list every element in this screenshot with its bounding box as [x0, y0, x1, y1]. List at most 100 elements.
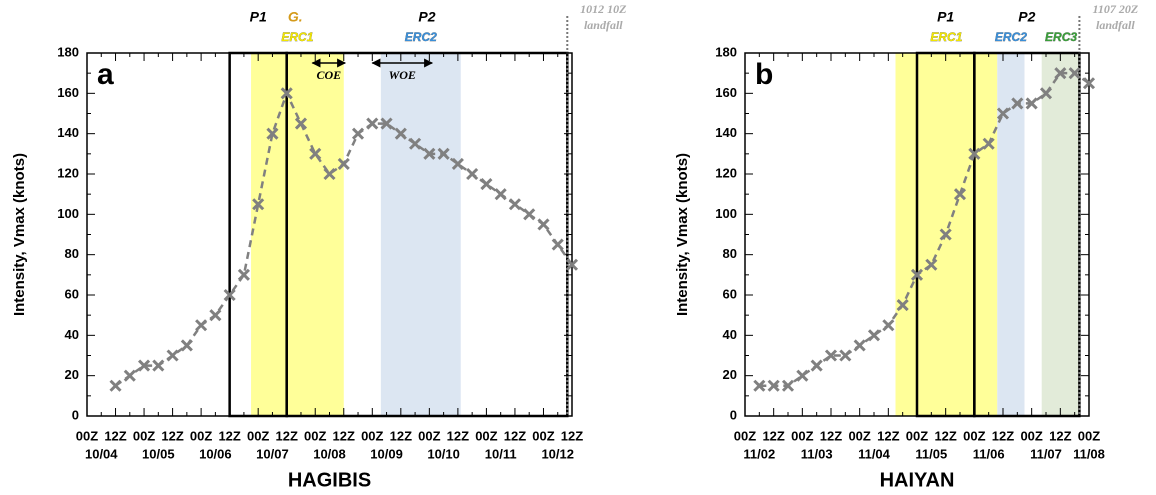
- erc-label: ERC2: [405, 30, 437, 44]
- x-tick-label: 00Z: [1020, 428, 1042, 443]
- x-tick-label: 00Z: [906, 428, 928, 443]
- data-point: [796, 369, 809, 382]
- y-tick-label: 140: [715, 125, 737, 140]
- data-point: [565, 258, 579, 271]
- data-point: [523, 208, 536, 221]
- data-point: [252, 198, 265, 211]
- erc-label: ERC1: [930, 30, 962, 44]
- data-point: [882, 319, 895, 332]
- data-point: [123, 369, 136, 382]
- data-point: [810, 359, 823, 372]
- data-point: [753, 379, 766, 392]
- erc-span: [251, 53, 344, 416]
- data-point: [896, 299, 909, 312]
- erc-label: ERC3: [1045, 30, 1077, 44]
- y-tick-label: 160: [715, 85, 737, 100]
- x-tick-label: 12Z: [218, 428, 240, 443]
- data-point: [351, 127, 365, 140]
- data-point: [380, 117, 393, 130]
- data-point: [508, 198, 522, 211]
- y-tick-label: 120: [715, 165, 737, 180]
- data-point: [394, 127, 407, 140]
- x-tick-label: 12Z: [820, 428, 842, 443]
- x-tick-label: 00Z: [76, 428, 98, 443]
- data-point: [280, 87, 293, 100]
- data-point: [323, 167, 336, 181]
- x-tick-label: 00Z: [361, 428, 383, 443]
- data-point: [1011, 97, 1024, 110]
- data-point: [480, 178, 493, 191]
- x-date-label: 10/09: [370, 446, 403, 461]
- data-point: [223, 288, 236, 302]
- x-tick-label: 12Z: [333, 428, 355, 443]
- x-tick-label: 12Z: [1049, 428, 1071, 443]
- data-point: [466, 167, 479, 181]
- erc-label: ERC2: [995, 30, 1027, 44]
- x-date-label: 11/04: [858, 446, 891, 461]
- data-point: [824, 349, 838, 362]
- x-date-label: 11/02: [743, 446, 775, 461]
- x-date-label: 11/06: [973, 446, 1005, 461]
- data-point: [1054, 67, 1067, 80]
- data-point: [494, 188, 507, 201]
- x-tick-label: 00Z: [418, 428, 440, 443]
- data-point: [1039, 87, 1053, 100]
- data-point: [137, 359, 151, 372]
- data-point: [409, 137, 422, 150]
- y-tick-label: 20: [723, 367, 737, 382]
- period-label: P1: [250, 9, 267, 25]
- panel-letter: b: [755, 58, 773, 91]
- x-date-label: 10/06: [199, 446, 232, 461]
- x-tick-label: 00Z: [963, 428, 985, 443]
- x-tick-label: 00Z: [791, 428, 813, 443]
- x-date-label: 11/07: [1030, 446, 1062, 461]
- y-tick-label: 40: [65, 327, 79, 342]
- landfall-label: landfall: [1096, 18, 1135, 32]
- x-tick-label: 00Z: [532, 428, 554, 443]
- marker-label: G.: [288, 9, 303, 25]
- data-point: [237, 268, 250, 281]
- data-point: [337, 157, 350, 170]
- data-point: [867, 329, 881, 342]
- x-tick-label: 00Z: [133, 428, 155, 443]
- y-tick-label: 160: [57, 85, 79, 100]
- y-tick-label: 40: [723, 327, 737, 342]
- data-point: [1082, 77, 1096, 90]
- x-date-label: 10/04: [85, 446, 118, 461]
- x-date-label: 10/10: [427, 446, 460, 461]
- period-label: P2: [418, 9, 435, 25]
- y-tick-label: 80: [65, 246, 79, 261]
- y-tick-label: 60: [723, 286, 737, 301]
- x-tick-label: 12Z: [934, 428, 956, 443]
- data-point: [166, 349, 179, 362]
- x-date-label: 11/08: [1073, 446, 1105, 461]
- data-point: [781, 379, 795, 392]
- x-date-label: 11/03: [801, 446, 833, 461]
- data-point: [968, 147, 981, 160]
- data-point: [839, 349, 852, 362]
- data-point: [982, 137, 995, 150]
- y-axis-label: Intensity, Vmax (knots): [674, 153, 691, 316]
- x-date-label: 10/08: [313, 446, 346, 461]
- data-point: [853, 339, 866, 352]
- x-tick-label: 00Z: [734, 428, 756, 443]
- x-tick-label: 00Z: [190, 428, 212, 443]
- period-label: P1: [937, 9, 954, 25]
- y-axis-label: Intensity, Vmax (knots): [11, 153, 28, 316]
- erc-span: [1041, 53, 1081, 416]
- x-tick-label: 12Z: [447, 428, 469, 443]
- data-point: [195, 319, 208, 332]
- x-tick-label: 12Z: [877, 428, 899, 443]
- landfall-label: landfall: [584, 18, 623, 32]
- y-tick-label: 180: [715, 44, 737, 59]
- x-tick-label: 00Z: [475, 428, 497, 443]
- y-tick-label: 100: [715, 206, 737, 221]
- data-point: [953, 188, 967, 201]
- period-label: P2: [1018, 9, 1035, 25]
- panel-letter: a: [97, 58, 114, 91]
- erc-label: ERC1: [281, 30, 313, 44]
- data-point: [152, 359, 165, 372]
- data-point: [423, 147, 436, 160]
- y-tick-label: 120: [57, 165, 79, 180]
- x-tick-label: 00Z: [848, 428, 870, 443]
